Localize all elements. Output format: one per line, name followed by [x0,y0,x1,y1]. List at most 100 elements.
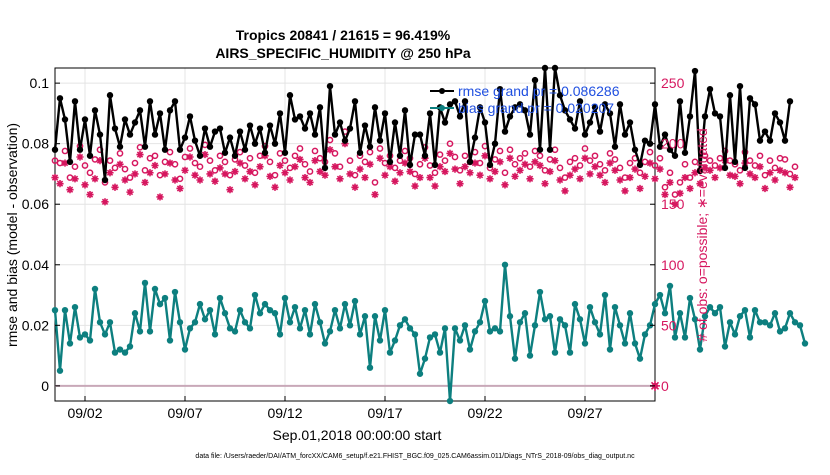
bias-point [616,322,624,329]
rmse-point [381,110,389,117]
obs-evaluated-marker [636,184,644,193]
obs-possible-marker [716,154,724,162]
rmse-point [126,131,134,138]
rmse-point [201,125,209,132]
bias-point [411,331,419,338]
obs-evaluated-marker [376,154,384,162]
bias-point [201,316,209,323]
bias-point [281,294,289,302]
obs-possible-marker [441,157,449,164]
obs-evaluated-marker [786,183,794,191]
obs-evaluated-marker [361,173,369,182]
obs-possible-marker [166,148,174,156]
bias-point [796,322,804,329]
bias-point [586,303,594,311]
rmse-point [261,149,269,156]
bias-point [706,303,714,311]
obs-evaluated-marker [241,175,249,183]
y-axis-label-right: # of obs: o=possible; ∗=evaluated [694,128,710,341]
rmse-point [516,101,524,108]
rmse-point [196,152,204,159]
bias-point [696,346,704,353]
rmse-point [511,104,519,111]
obs-evaluated-marker [446,149,454,157]
obs-evaluated-marker [471,159,479,167]
rmse-point [661,131,669,138]
rmse-point [616,101,624,108]
bias-point [661,310,669,317]
obs-evaluated-marker [596,171,604,179]
obs-possible-marker [281,157,289,164]
obs-evaluated-marker [396,169,404,177]
obs-evaluated-marker [451,165,459,173]
obs-possible-marker [66,174,74,181]
rmse-point [731,158,739,166]
bias-point [321,340,329,347]
obs-evaluated-marker [236,159,244,167]
obs-possible-marker [646,148,654,156]
rmse-point [356,149,364,156]
obs-evaluated-marker [116,160,124,168]
bias-point [561,322,569,329]
rmse-point [701,113,709,120]
obs-evaluated-marker [606,159,614,167]
rmse-point [186,113,194,120]
obs-possible-marker [761,171,769,179]
obs-possible-marker [266,158,274,166]
bias-point [226,325,234,332]
rmse-point [561,107,569,114]
bias-point [466,346,474,353]
rmse-point [466,158,474,166]
obs-evaluated-marker [71,175,79,183]
rmse-point [421,152,429,159]
obs-evaluated-marker [371,190,379,199]
obs-possible-marker [416,160,424,168]
obs-possible-marker [226,171,234,179]
obs-evaluated-marker [696,180,704,188]
bias-point [506,313,514,320]
bias-point [166,337,174,344]
obs-possible-marker [106,157,114,164]
obs-evaluated-marker [681,173,689,182]
obs-evaluated-marker [101,198,109,206]
rmse-point [76,146,84,153]
obs-possible-marker [536,152,544,160]
obs-evaluated-marker [401,159,409,167]
rmse-point [106,92,114,99]
obs-possible-marker [591,152,599,160]
bias-point [606,346,614,353]
obs-possible-marker [156,171,164,179]
obs-possible-marker [221,158,229,166]
bias-point [766,322,774,329]
obs-evaluated-marker [86,190,94,199]
obs-evaluated-marker [641,172,649,180]
rmse-point [266,122,274,129]
obs-evaluated-marker [196,176,204,184]
x-tick-label: 09/07 [167,405,202,421]
rmse-point [351,98,359,105]
legend-marker-bias [439,105,445,111]
rmse-point [206,143,214,150]
bias-point [741,306,749,314]
bias-point [436,349,444,356]
bias-point [491,325,499,332]
obs-evaluated-marker [171,176,179,184]
rmse-point [231,152,239,159]
bias-point [601,291,609,299]
rmse-point [91,107,99,114]
obs-possible-marker [51,157,59,164]
obs-possible-marker [596,160,604,168]
bias-point [186,325,194,332]
chart-title: Tropics 20841 / 21615 = 96.419% [236,27,451,43]
obs-evaluated-marker [546,167,554,176]
obs-possible-marker [141,166,149,174]
rmse-point [181,134,189,141]
bias-point [651,300,659,308]
obs-evaluated-marker [441,167,449,176]
rmse-point [686,113,694,120]
bias-point [176,319,184,326]
bias-point [456,337,464,344]
rmse-point [471,134,479,141]
rmse-point [161,146,169,153]
bias-point [751,306,759,314]
